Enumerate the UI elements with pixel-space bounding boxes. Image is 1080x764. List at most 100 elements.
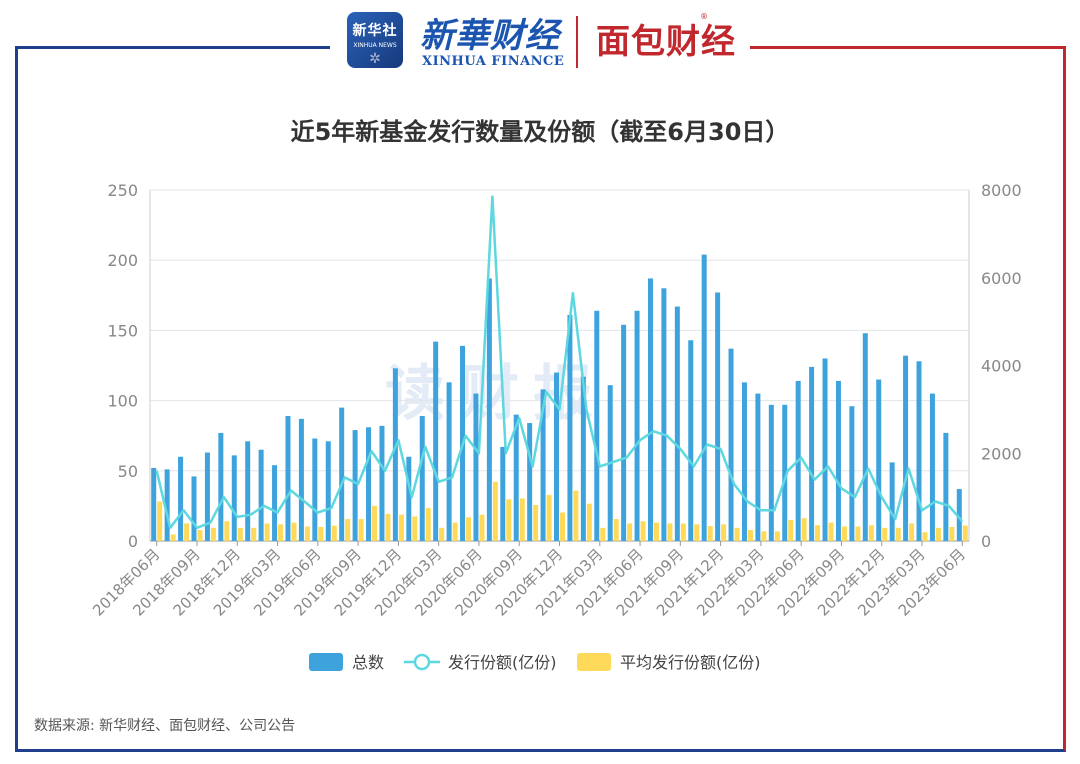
bar-total — [688, 340, 694, 541]
bar-total — [379, 425, 385, 541]
bar-total — [204, 452, 210, 541]
xinhua-finance-en-text: XINHUA FINANCE — [422, 54, 565, 69]
bar-total — [433, 341, 439, 541]
left-axis-tick-label: 250 — [107, 181, 138, 200]
bar-average — [506, 499, 512, 541]
bar-average — [801, 518, 807, 541]
bar-total — [956, 489, 962, 541]
bar-total — [903, 355, 909, 541]
bar-average — [922, 532, 928, 541]
bar-total — [231, 455, 237, 541]
bar-total — [500, 446, 506, 541]
bar-total — [849, 406, 855, 541]
bar-average — [600, 527, 606, 541]
bar-total — [621, 324, 627, 541]
right-axis-tick-label: 0 — [981, 532, 991, 551]
bar-total — [513, 414, 519, 541]
bar-total — [352, 430, 358, 541]
bar-average — [761, 531, 767, 541]
bar-total — [366, 427, 372, 541]
bar-total — [862, 333, 868, 541]
bar-total — [540, 389, 546, 541]
bar-average — [170, 534, 176, 541]
legend-swatch-total — [309, 653, 343, 671]
chart-title: 近5年新基金发行数量及份额（截至6月30日） — [290, 118, 790, 146]
bar-total — [258, 449, 264, 541]
bar-total — [889, 462, 895, 541]
bar-total — [701, 254, 707, 542]
bar-average — [345, 519, 351, 541]
bar-total — [822, 358, 828, 541]
legend-swatch-average — [577, 653, 611, 671]
bar-average — [318, 526, 324, 541]
bar-average — [573, 490, 579, 541]
xinhua-badge-en: XINHUA NEWS — [353, 42, 397, 49]
bar-total — [406, 456, 412, 541]
bar-total — [728, 348, 734, 541]
legend-swatch-line-marker — [413, 653, 431, 671]
mianbao-finance-logo-text: 面包财经 — [596, 22, 736, 62]
bar-average — [774, 531, 780, 541]
bar-average — [667, 523, 673, 541]
bar-total — [312, 438, 318, 541]
bar-average — [412, 516, 418, 541]
bar-total — [339, 407, 345, 541]
bar-average — [882, 527, 888, 541]
bar-total — [674, 306, 680, 541]
bar-average — [694, 524, 700, 541]
bar-total — [647, 278, 653, 541]
bar-average — [264, 523, 270, 541]
bar-average — [358, 519, 364, 541]
left-axis-tick-label: 50 — [118, 462, 138, 481]
bar-average — [385, 513, 391, 541]
bar-total — [876, 379, 882, 541]
bar-average — [398, 514, 404, 541]
bar-average — [372, 505, 378, 541]
bar-average — [895, 527, 901, 541]
bar-total — [809, 366, 815, 541]
right-axis-tick-label: 4000 — [981, 357, 1022, 376]
bar-total — [929, 393, 935, 541]
logo-separator — [576, 16, 578, 68]
legend-label-amount: 发行份额(亿份) — [448, 653, 557, 672]
network-dots-icon: ✲ — [369, 51, 381, 67]
left-axis-tick-label: 0 — [128, 532, 138, 551]
bar-average — [331, 525, 337, 541]
bar-total — [943, 432, 949, 541]
bar-average — [949, 526, 955, 541]
bar-average — [237, 527, 243, 541]
bar-average — [278, 524, 284, 541]
header-logos: 新华社 XINHUA NEWS ✲ 新華财经 XINHUA FINANCE 面包… — [330, 0, 750, 80]
xinhua-badge-logo: 新华社 XINHUA NEWS ✲ — [347, 12, 403, 68]
bar-average — [613, 519, 619, 541]
bar-total — [245, 441, 251, 541]
bar-total — [178, 456, 184, 541]
bar-total — [218, 432, 224, 541]
bar-average — [197, 530, 203, 541]
left-axis-tick-label: 100 — [107, 392, 138, 411]
frame-left-border — [15, 46, 538, 752]
bar-average — [962, 525, 968, 541]
bar-average — [492, 481, 498, 541]
bar-total — [768, 404, 774, 541]
bar-total — [272, 465, 278, 541]
bar-average — [640, 521, 646, 541]
bar-average — [734, 527, 740, 541]
bar-average — [747, 530, 753, 541]
bar-total — [164, 469, 170, 541]
bar-average — [841, 526, 847, 541]
xinhua-finance-logo-text: 新華财经 — [420, 16, 560, 56]
bar-average — [425, 508, 431, 541]
bar-average — [210, 527, 216, 541]
bar-average — [519, 498, 525, 541]
bar-average — [439, 527, 445, 541]
data-source-note: 数据来源: 新华财经、面包财经、公司公告 — [34, 718, 296, 734]
bar-average — [479, 514, 485, 541]
bar-average — [868, 525, 874, 541]
frame-right-border — [535, 46, 1066, 752]
bar-average — [452, 522, 458, 541]
bar-total — [594, 310, 600, 541]
bar-total — [325, 441, 331, 541]
bar-total — [285, 416, 291, 541]
